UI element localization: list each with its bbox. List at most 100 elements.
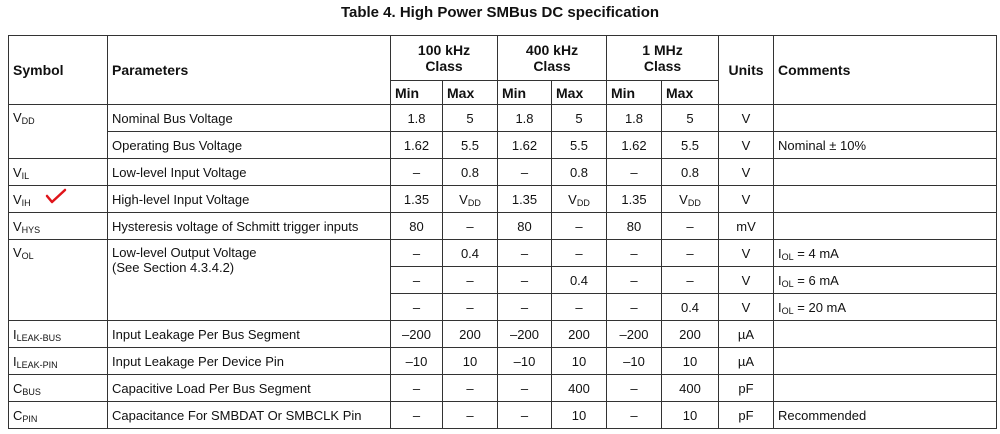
subscript: DD <box>467 197 481 208</box>
class-header: 1 MHz Class <box>605 35 720 81</box>
value-cell: 1.8 <box>606 104 662 132</box>
text: Nominal ± 10% <box>778 137 867 153</box>
subscript: DD <box>687 197 701 208</box>
table-title: Table 4. High Power SMBus DC specificati… <box>340 4 660 21</box>
text: V <box>13 110 22 125</box>
value-cell: – <box>551 212 607 240</box>
parameter-cell: Input Leakage Per Device Pin <box>107 347 391 375</box>
value-cell: – <box>660 266 720 294</box>
value-cell: 200 <box>551 320 607 348</box>
parameter-cell: Capacitance For SMBDAT Or SMBCLK Pin <box>107 401 391 429</box>
symbol-cell: ILEAK-BUS <box>8 320 108 348</box>
table-row: VIL Low-level Input Voltage –0.8–0.8–0.8 V <box>8 158 998 186</box>
value-cell: 0.4 <box>660 293 720 321</box>
units-cell: pF <box>718 374 775 402</box>
value-cell: 0.4 <box>551 266 607 294</box>
units-cell: V <box>718 104 775 132</box>
comment-cell <box>773 374 998 402</box>
units-cell: V <box>718 266 775 294</box>
symbol-cell: VIL <box>8 158 108 186</box>
comment-cell <box>773 104 998 132</box>
value-cell: 5.5 <box>551 131 607 159</box>
subscript: OL <box>21 251 34 261</box>
table-header: Symbol Parameters 100 kHz Class 400 kHz Class… <box>8 35 998 105</box>
header-cell: Units <box>718 35 775 105</box>
parameter-cell: Hysteresis voltage of Schmitt trigger in… <box>107 212 391 240</box>
min-max-header: Min <box>606 80 662 105</box>
parameter-line: High-level Input Voltage <box>112 191 250 207</box>
subscript: BUS <box>22 386 41 397</box>
value-cell: 5 <box>660 104 720 132</box>
symbol-cell: VHYS <box>8 212 108 240</box>
parameter-cell: Low-level Input Voltage <box>107 158 391 186</box>
value-cell: 1.35 <box>497 185 552 213</box>
value-cell: 1.62 <box>497 131 552 159</box>
value-cell: – <box>660 239 720 267</box>
comment-cell <box>773 185 998 213</box>
table-body: VDD Nominal Bus Voltage 1.8 5 1.8 5 1.8 5 V Opera… <box>8 104 998 429</box>
min-max-header: Max <box>660 80 720 105</box>
value-cell: 1.35 <box>606 185 662 213</box>
comment-cell <box>773 347 998 375</box>
value-cell: 10 <box>660 401 720 429</box>
value-cell: – <box>551 239 607 267</box>
parameter-line: Low-level Input Voltage <box>112 164 247 180</box>
comment-cell <box>773 158 998 186</box>
subscript: PIN <box>22 413 38 424</box>
text: V <box>13 191 22 207</box>
subscript: DD <box>21 116 35 126</box>
text: V <box>13 218 22 234</box>
value-cell: VDD <box>551 185 607 213</box>
parameter-line: Hysteresis voltage of Schmitt trigger in… <box>112 218 359 234</box>
subscript: IL <box>21 170 30 181</box>
class-line: 400 kHz <box>525 42 579 58</box>
class-line: Class <box>643 58 682 74</box>
subscript: LEAK-PIN <box>16 359 58 370</box>
value-cell: VDD <box>660 185 720 213</box>
table-row: VDD Nominal Bus Voltage 1.8 5 1.8 5 1.8 5 V <box>8 104 998 159</box>
value-cell: –200 <box>606 320 662 348</box>
value-cell: –10 <box>390 347 443 375</box>
table-row: CPIN Capacitance For SMBDAT Or SMBCLK Pin… <box>8 401 998 429</box>
parameter-line: Capacitive Load Per Bus Segment <box>112 380 311 396</box>
comment-cell: IOL = 20 mA <box>773 293 998 321</box>
text: V <box>679 191 688 207</box>
text: V <box>13 245 22 260</box>
value-cell: 0.8 <box>442 158 498 186</box>
value-cell: – <box>497 158 552 186</box>
value-cell: VDD <box>442 185 498 213</box>
value-cell: 80 <box>497 212 552 240</box>
parameter-cell: Capacitive Load Per Bus Segment <box>107 374 391 402</box>
value-cell: 10 <box>551 401 607 429</box>
value-cell: – <box>442 266 498 294</box>
parameter-line: Nominal Bus Voltage <box>112 110 233 126</box>
value-cell: 1.62 <box>606 131 662 159</box>
parameter-line: Low-level Output Voltage <box>112 245 257 260</box>
class-header: 100 kHz Class <box>390 35 498 81</box>
value-cell: – <box>660 212 720 240</box>
text: V <box>568 191 577 207</box>
value-cell: – <box>442 293 498 321</box>
value-cell: – <box>442 401 498 429</box>
units-cell: µA <box>718 320 775 348</box>
value-cell: – <box>606 401 662 429</box>
value-cell: – <box>606 293 662 321</box>
min-max-header: Max <box>442 80 498 105</box>
parameter-cell: Low-level Output Voltage (See Section 4.3… <box>107 239 391 321</box>
text: I <box>778 245 782 261</box>
subscript: DD <box>576 197 590 208</box>
value-cell: 0.4 <box>442 239 498 267</box>
table-row: VOL Low-level Output Voltage (See Section … <box>8 239 998 321</box>
units-cell: V <box>718 158 775 186</box>
units-cell: µA <box>718 347 775 375</box>
subscript: OL <box>781 251 794 262</box>
value-cell: – <box>551 293 607 321</box>
table-row: – – – – –0.4 V IOL = 20 mA <box>9 293 998 321</box>
value-cell: – <box>606 266 662 294</box>
units-cell: V <box>718 185 775 213</box>
text: C <box>13 380 23 396</box>
symbol-cell: CPIN <box>8 401 108 429</box>
text: Recommended <box>778 407 867 423</box>
text: = 4 mA <box>793 245 839 261</box>
